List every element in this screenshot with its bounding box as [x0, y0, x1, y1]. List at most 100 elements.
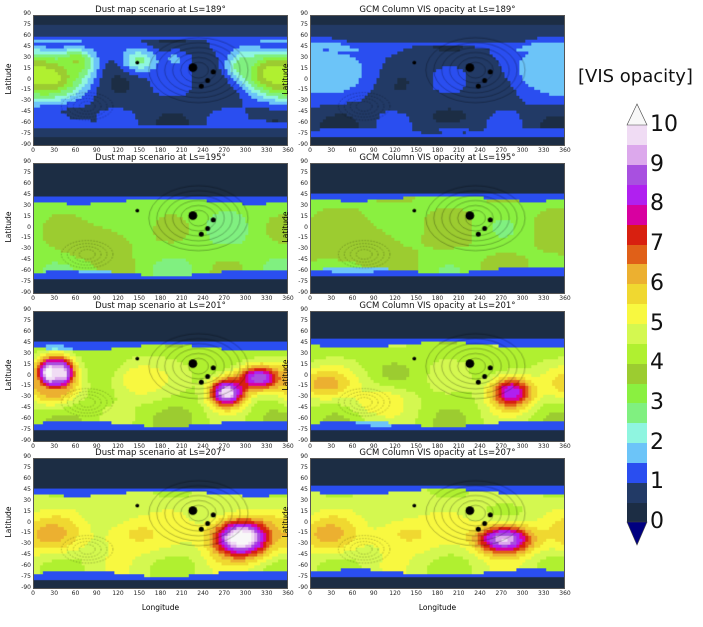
y-tick-label: -30: [298, 540, 308, 548]
x-tick-label: 180: [431, 443, 444, 450]
y-tick-label: 15: [23, 212, 31, 220]
x-tick-label: 210: [453, 147, 465, 154]
x-tick-label: 0: [308, 147, 312, 154]
colorbar-segment: [627, 283, 647, 305]
x-tick-label: 120: [389, 443, 401, 450]
map-panel: GCM Column VIS opacity at Ls=195° 90 75 60 4…: [281, 154, 571, 303]
y-tick-label: -75: [21, 573, 31, 581]
colorbar-tick-label: 7: [650, 231, 664, 257]
colorbar-tick-label: 1: [650, 469, 664, 495]
y-tick-label: -75: [21, 426, 31, 434]
x-tick-label: 90: [369, 443, 378, 450]
y-tick-label: -90: [21, 584, 31, 591]
y-tick-label: 75: [23, 316, 31, 324]
y-tick-label: -60: [298, 119, 308, 127]
colorbar-tick-label: 6: [650, 270, 664, 296]
colorbar-segment: [627, 204, 647, 225]
colorbar-segment: [627, 303, 647, 324]
x-tick-label: 300: [239, 443, 252, 450]
map-panel: GCM Column VIS opacity at Ls=207° 90 75 60 4…: [281, 449, 571, 613]
y-tick-label: 60: [300, 474, 308, 482]
x-tick-label: 90: [369, 590, 378, 597]
y-tick-label: 90: [23, 306, 31, 313]
x-tick-label: 210: [176, 147, 188, 154]
x-tick-label: 120: [112, 295, 124, 302]
colorbar-segment: [627, 323, 647, 344]
x-tick-label: 300: [239, 147, 252, 154]
x-tick-label: 240: [197, 590, 209, 597]
x-tick-label: 150: [410, 443, 422, 450]
panel-title: GCM Column VIS opacity at Ls=189°: [359, 5, 516, 15]
y-tick-label: -45: [298, 551, 308, 559]
y-axis-label: Latitude: [4, 506, 13, 538]
y-tick-label: 45: [23, 338, 31, 346]
y-tick-label: 0: [27, 75, 31, 83]
y-tick-label: -30: [298, 97, 308, 105]
x-tick-label: 330: [538, 295, 550, 302]
x-tick-label: 330: [261, 295, 273, 302]
x-tick-label: 60: [71, 443, 80, 450]
x-tick-label: 360: [559, 147, 571, 154]
y-tick-label: -15: [298, 86, 308, 94]
y-tick-label: 0: [27, 371, 31, 379]
colorbar-segment: [627, 462, 647, 483]
x-tick-label: 360: [559, 443, 571, 450]
x-tick-label: 210: [453, 443, 465, 450]
x-tick-label: 120: [112, 443, 124, 450]
x-tick-label: 270: [218, 590, 230, 597]
y-tick-label: -60: [21, 267, 31, 275]
x-tick-label: 60: [348, 295, 357, 302]
y-tick-label: 0: [304, 371, 308, 379]
y-tick-label: 60: [300, 31, 308, 39]
x-tick-label: 180: [154, 443, 167, 450]
y-tick-label: 15: [23, 64, 31, 72]
y-tick-label: -30: [21, 245, 31, 253]
x-tick-label: 150: [133, 295, 145, 302]
colorbar-title: [VIS opacity]: [578, 66, 693, 87]
y-tick-label: 0: [304, 223, 308, 231]
x-tick-label: 270: [495, 443, 507, 450]
x-tick-label: 270: [495, 147, 507, 154]
panel-title: GCM Column VIS opacity at Ls=195°: [359, 153, 516, 163]
x-tick-label: 330: [261, 443, 273, 450]
y-tick-label: 30: [300, 201, 308, 209]
colorbar-tick-label: 5: [650, 310, 664, 336]
x-tick-label: 0: [308, 295, 312, 302]
y-tick-label: 90: [23, 10, 31, 17]
x-tick-label: 210: [176, 590, 188, 597]
colorbar-segment: [627, 343, 647, 364]
x-tick-label: 240: [474, 590, 486, 597]
y-tick-label: -75: [298, 426, 308, 434]
y-tick-label: 90: [300, 158, 308, 165]
x-tick-label: 60: [71, 590, 80, 597]
x-tick-label: 360: [559, 295, 571, 302]
y-tick-label: 75: [23, 20, 31, 28]
y-tick-label: -15: [21, 234, 31, 242]
panel-title: Dust map scenario at Ls=201°: [95, 301, 226, 311]
x-tick-label: 180: [154, 590, 167, 597]
y-tick-label: 45: [300, 42, 308, 50]
opacity-heatmap: [310, 163, 565, 294]
x-tick-label: 240: [197, 295, 209, 302]
opacity-heatmap: [33, 458, 288, 589]
x-tick-label: 0: [31, 295, 35, 302]
x-tick-label: 0: [31, 443, 35, 450]
x-tick-label: 90: [369, 295, 378, 302]
x-tick-label: 270: [218, 147, 230, 154]
x-tick-label: 210: [453, 295, 465, 302]
x-tick-label: 150: [133, 147, 145, 154]
colorbar-segment: [627, 363, 647, 384]
x-axis-label: Longitude: [418, 603, 457, 612]
x-tick-label: 120: [112, 590, 124, 597]
colorbar-under-arrow: [626, 521, 648, 546]
y-tick-label: -75: [298, 130, 308, 138]
y-tick-label: 30: [23, 349, 31, 357]
y-tick-label: 60: [300, 327, 308, 335]
x-tick-label: 210: [453, 590, 465, 597]
y-tick-label: -75: [298, 278, 308, 286]
y-tick-label: 0: [304, 75, 308, 83]
y-tick-label: -15: [298, 382, 308, 390]
x-tick-label: 30: [327, 295, 336, 302]
colorbar-segment: [627, 422, 647, 444]
y-tick-label: -60: [21, 562, 31, 570]
